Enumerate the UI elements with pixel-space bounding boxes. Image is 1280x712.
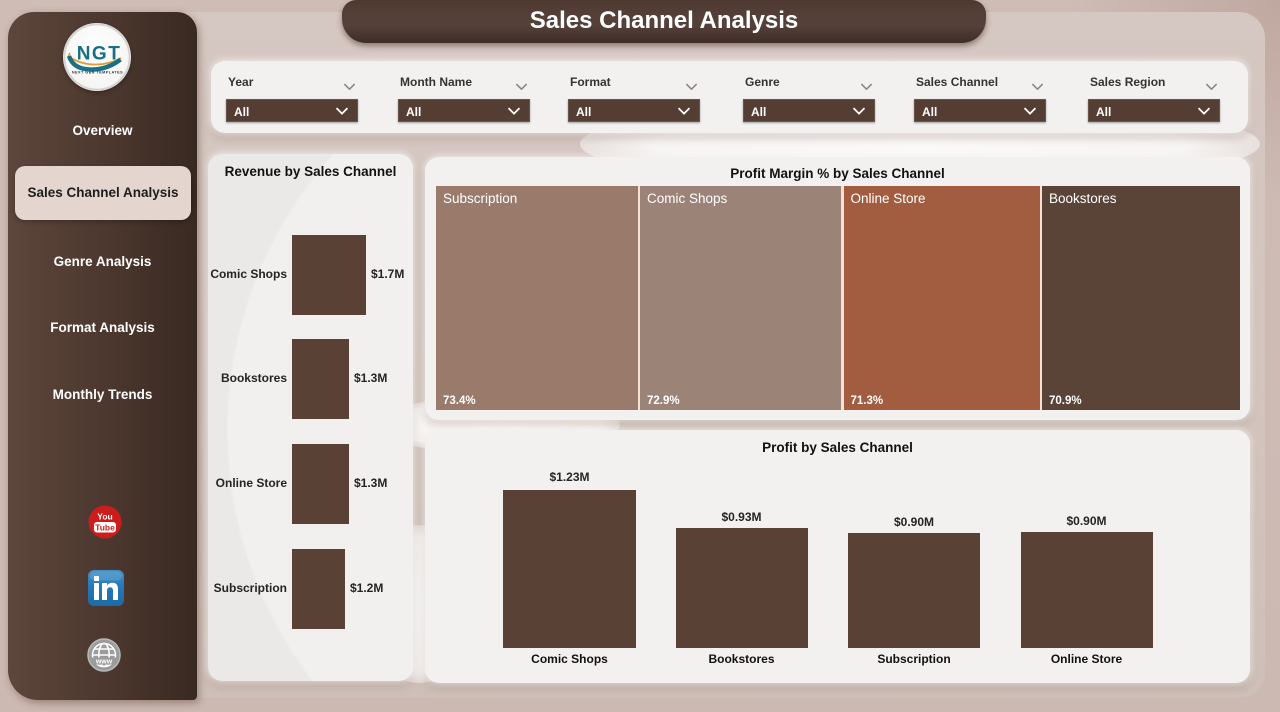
svg-text:NGT: NGT bbox=[77, 44, 122, 65]
svg-text:Tube: Tube bbox=[95, 523, 115, 533]
svg-text:NEXT GEN TEMPLATES: NEXT GEN TEMPLATES bbox=[72, 71, 123, 75]
svg-text:You: You bbox=[97, 512, 112, 522]
svg-text:www: www bbox=[95, 659, 113, 666]
